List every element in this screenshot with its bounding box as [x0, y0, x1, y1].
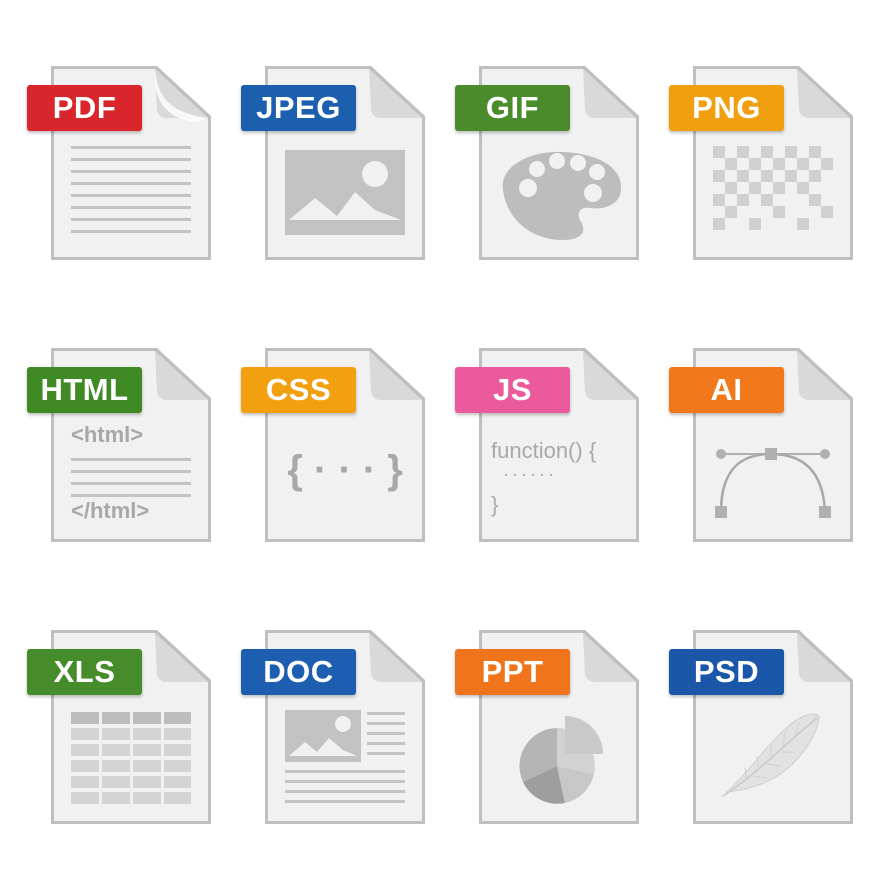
bezier-icon — [715, 448, 831, 518]
html-tags-icon — [71, 458, 191, 497]
html-open-tag: <html> — [71, 422, 144, 447]
function-close: } — [491, 492, 499, 517]
spreadsheet-icon — [71, 712, 191, 804]
lines-icon — [71, 146, 191, 233]
function-body: ······ — [503, 464, 557, 484]
gif-file-icon[interactable]: GIF — [455, 60, 643, 265]
html-close-tag: </html> — [71, 498, 150, 523]
palette-icon — [502, 151, 622, 240]
js-label: JS — [455, 367, 570, 413]
image-icon — [285, 150, 405, 235]
gif-label: GIF — [455, 85, 570, 131]
jpeg-file-icon[interactable]: JPEG — [241, 60, 429, 265]
pie-chart-icon — [519, 716, 603, 804]
feather-icon — [722, 713, 820, 797]
psd-file-icon[interactable]: PSD — [669, 624, 857, 829]
css-label: CSS — [241, 367, 356, 413]
html-label: HTML — [27, 367, 142, 413]
ai-file-icon[interactable]: AI — [669, 342, 857, 547]
pdf-label: PDF — [27, 85, 142, 131]
jpeg-label: JPEG — [241, 85, 356, 131]
checkerboard-icon — [713, 146, 833, 230]
psd-label: PSD — [669, 649, 784, 695]
html-file-icon[interactable]: <html> </html> HTML — [27, 342, 215, 547]
png-label: PNG — [669, 85, 784, 131]
doc-file-icon[interactable]: DOC — [241, 624, 429, 829]
function-line: function() { — [491, 438, 597, 463]
ppt-file-icon[interactable]: PPT — [455, 624, 643, 829]
ppt-label: PPT — [455, 649, 570, 695]
js-file-icon[interactable]: function() { ······ } JS — [455, 342, 643, 547]
pdf-file-icon[interactable]: PDF — [27, 60, 215, 265]
braces-icon: { · · · } — [287, 448, 403, 492]
ai-label: AI — [669, 367, 784, 413]
css-file-icon[interactable]: { · · · } CSS — [241, 342, 429, 547]
document-image-icon — [285, 710, 405, 803]
doc-label: DOC — [241, 649, 356, 695]
png-file-icon[interactable]: PNG — [669, 60, 857, 265]
xls-label: XLS — [27, 649, 142, 695]
xls-file-icon[interactable]: XLS — [27, 624, 215, 829]
